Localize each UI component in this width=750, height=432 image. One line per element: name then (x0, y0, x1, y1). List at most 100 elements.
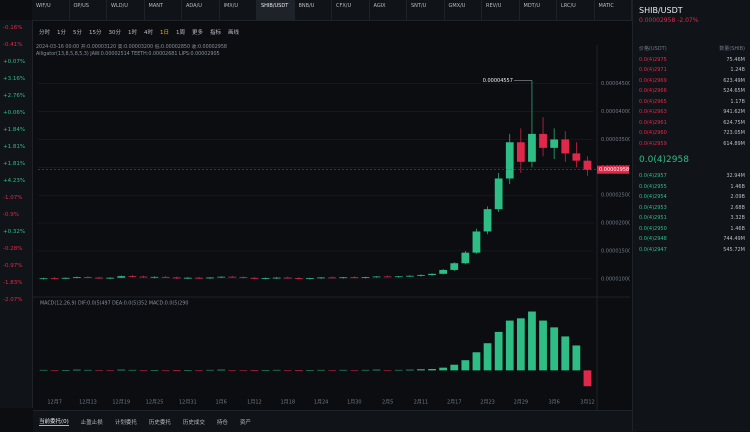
toolbar-item[interactable]: 15分 (89, 30, 102, 36)
watchlist-tabs: WIF/U OP/US WLD/U MANT ADA/U IMX/U SHIB/USDT BN… (32, 0, 632, 21)
macd-bar (328, 370, 337, 371)
candle-body (161, 276, 170, 278)
candle-body (383, 276, 392, 278)
macd-bar (428, 369, 436, 371)
change: +0.06% (3, 110, 26, 116)
candle-body (317, 277, 325, 279)
toolbar-item[interactable]: 5分 (73, 30, 83, 36)
toolbar-item[interactable]: 1周 (176, 30, 186, 36)
toolbar-item[interactable]: 指标 (210, 30, 222, 36)
watch-tab[interactable]: AGIX (370, 0, 407, 20)
candle-body (483, 209, 492, 232)
change: +4.23% (3, 178, 26, 184)
bottom-tab[interactable]: 当前委托(0) (39, 419, 69, 426)
candle-body (472, 231, 481, 253)
bottom-tab[interactable]: 止盈止损 (80, 419, 103, 426)
bottom-tab[interactable]: 持仓 (216, 419, 228, 426)
ob-row: 0.0(4)2966 524.65M (633, 86, 750, 97)
macd-bar (39, 369, 48, 371)
toolbar-item[interactable]: 分时 (39, 30, 51, 36)
toolbar-item[interactable]: 更多 (192, 30, 204, 36)
candle-body (550, 139, 559, 148)
candle-body (206, 277, 214, 279)
ob-amount: 1.46B (730, 225, 745, 232)
watch-tab[interactable]: IMX/U (220, 0, 257, 20)
candle-body (428, 273, 436, 275)
ob-row: 0.0(4)2961 624.75M (633, 118, 750, 129)
candle-body (95, 277, 103, 279)
macd-bar (195, 370, 203, 371)
watch-tab[interactable]: MATIC (595, 0, 632, 20)
ob-header: 价格(USDT) 数量(SHIB) (633, 44, 750, 55)
y-tick-label: 0.00003500 (601, 137, 630, 143)
watch-tab[interactable]: MDT/U (520, 0, 557, 20)
candle-body (583, 160, 592, 170)
y-tick-label: 0.00004000 (601, 109, 630, 115)
toolbar-item[interactable]: 1时 (128, 30, 138, 36)
candle-body (128, 276, 137, 277)
ob-amount: 1.46B (730, 183, 745, 190)
candle-body (239, 277, 248, 278)
x-tick-label: 2月23 (480, 400, 495, 406)
x-tick-label: 2月29 (514, 400, 529, 406)
toolbar-item[interactable]: 30分 (108, 30, 122, 36)
change: -2.07% (677, 17, 699, 24)
macd-bar (306, 370, 314, 371)
watch-tab[interactable]: REV/U (482, 0, 520, 20)
macd-bar (317, 369, 325, 371)
ob-amount: 744.49M (723, 236, 745, 242)
ob-row: 0.0(4)2971 1.24B (633, 65, 750, 76)
candle-body (372, 276, 381, 278)
watch-tab[interactable]: GMX/U (445, 0, 482, 20)
macd-bar (50, 370, 59, 371)
bottom-tab[interactable]: 资产 (239, 419, 251, 426)
candle-body (561, 139, 570, 154)
watch-tab[interactable]: CFX/U (332, 0, 370, 20)
ob-col: 数量(SHIB) (719, 46, 745, 52)
watch-tab[interactable]: SHIB/USDT (257, 0, 295, 20)
order-book: SHIB/USDT 0.00002958 -2.07% 价格(USDT) 数量(S… (632, 0, 750, 431)
bottom-tab[interactable]: 历史成交 (182, 419, 205, 426)
macd-bar (239, 370, 248, 371)
ob-price: 0.0(4)2948 (639, 236, 667, 242)
macd-bar (483, 343, 492, 371)
watch-tab[interactable]: ADA/U (182, 0, 220, 20)
macd-bar (61, 370, 70, 371)
macd-title: MACD(12,26,9) DIF:0.0(5)497 DEA:0.0(5)35… (40, 301, 188, 307)
ob-amount: 545.72M (723, 246, 745, 253)
watch-tab[interactable]: OP/US (70, 0, 107, 20)
ob-amount: 2.09B (730, 194, 745, 200)
x-tick-label: 2月17 (447, 400, 462, 406)
candle-body (228, 276, 237, 278)
ob-row: 0.0(4)2948 744.49M (633, 234, 750, 245)
macd-bar (494, 331, 503, 371)
watch-tab[interactable]: MANT (145, 0, 182, 20)
ob-row: 0.0(4)2954 2.09B (633, 192, 750, 203)
x-tick-label: 3月12 (580, 400, 595, 406)
x-tick-label: 12月31 (179, 400, 197, 406)
watch-tab[interactable]: WLD/U (107, 0, 145, 20)
toolbar-item[interactable]: 4时 (144, 30, 154, 36)
candle-body (516, 142, 525, 162)
ob-amount: 1.17B (730, 98, 745, 105)
watch-tab[interactable]: BNB/U (295, 0, 332, 20)
candle-body (306, 278, 314, 279)
macd-bar (150, 370, 159, 371)
candle-body (350, 277, 359, 279)
macd-bar (550, 327, 559, 371)
candle-body (417, 274, 425, 276)
toolbar-item[interactable]: 画线 (228, 30, 240, 36)
watch-tab[interactable]: SNT/U (407, 0, 445, 20)
indicator-info: 2024-03-16 00:00 开:0.00003120 高:0.000032… (36, 44, 227, 58)
ob-row: 0.0(4)2965 1.17B (633, 97, 750, 108)
bottom-tab[interactable]: 计划委托 (114, 419, 137, 426)
ob-price: 0.0(4)2966 (639, 88, 667, 94)
watch-tab[interactable]: WIF/U (32, 0, 70, 20)
bottom-tab[interactable]: 历史委托 (148, 419, 171, 426)
watch-tab[interactable]: LRC/U (557, 0, 595, 20)
macd-bar (283, 370, 292, 371)
ob-row: 0.0(4)2959 614.89M (633, 139, 750, 150)
toolbar-item[interactable]: 1分 (57, 30, 67, 36)
chart: 0.00001000 0.00001500 0.00002000 0.00002500… (33, 45, 630, 410)
toolbar-item[interactable]: 1日 (160, 30, 170, 36)
